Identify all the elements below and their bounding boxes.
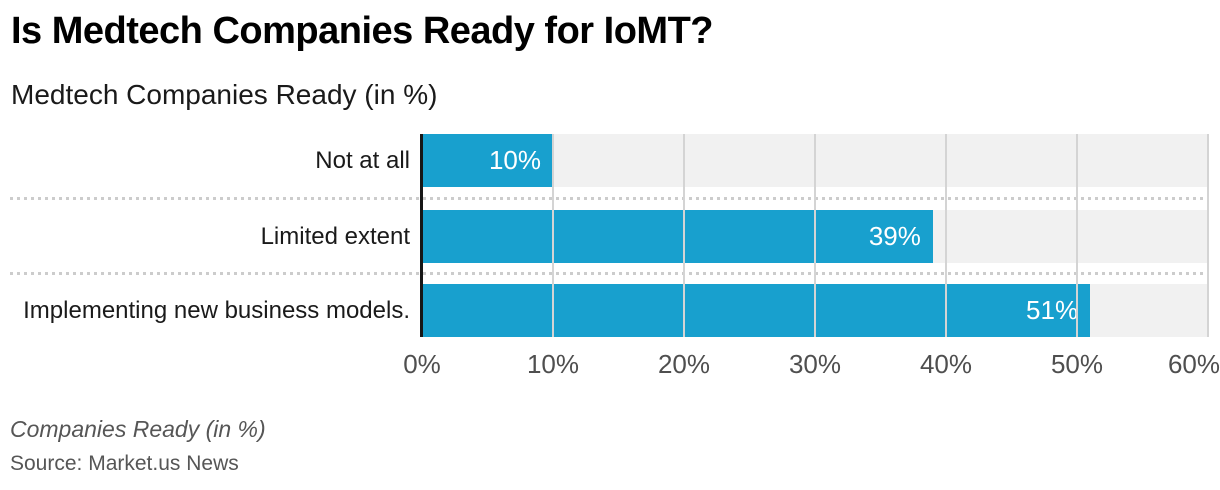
bar-track: 51% [422, 284, 1208, 337]
bar-value-label: 39% [868, 221, 921, 251]
chart-title: Is Medtech Companies Ready for IoMT? [11, 10, 714, 52]
category-label: Not at all [315, 147, 410, 174]
bar-row: Implementing new business models. 51% [0, 284, 1220, 337]
bar-row: Limited extent 39% [0, 210, 1220, 263]
row-separator [10, 197, 1208, 200]
source-credit: Source: Market.us News [10, 452, 239, 475]
x-tick-label: 30% [788, 349, 842, 379]
x-tick-label: 60% [1167, 349, 1220, 379]
bar-track: 10% [422, 134, 1208, 187]
bar: 10% [422, 134, 553, 187]
x-tick-label: 10% [526, 349, 580, 379]
bar-value-label: 51% [1026, 295, 1079, 325]
x-axis-ticks: 0% 10% 20% 30% 40% 50% 60% [403, 349, 1220, 381]
category-label: Implementing new business models. [23, 297, 410, 324]
x-tick-label: 0% [403, 349, 441, 379]
bar: 51% [422, 284, 1091, 337]
category-label: Limited extent [260, 223, 410, 250]
bar-value-label: 10% [488, 145, 541, 175]
bar: 39% [422, 210, 933, 263]
footer-note: Companies Ready (in %) [10, 416, 266, 442]
chart-subtitle: Medtech Companies Ready (in %) [11, 79, 438, 110]
bar-chart: Not at all 10% Limited extent 39% Implem… [0, 134, 1220, 337]
x-tick-label: 50% [1050, 349, 1104, 379]
row-separator [10, 272, 1208, 275]
bar-track: 39% [422, 210, 1208, 263]
x-tick-label: 20% [657, 349, 711, 379]
x-tick-label: 40% [919, 349, 973, 379]
bar-row: Not at all 10% [0, 134, 1220, 187]
y-axis-line [420, 134, 423, 337]
